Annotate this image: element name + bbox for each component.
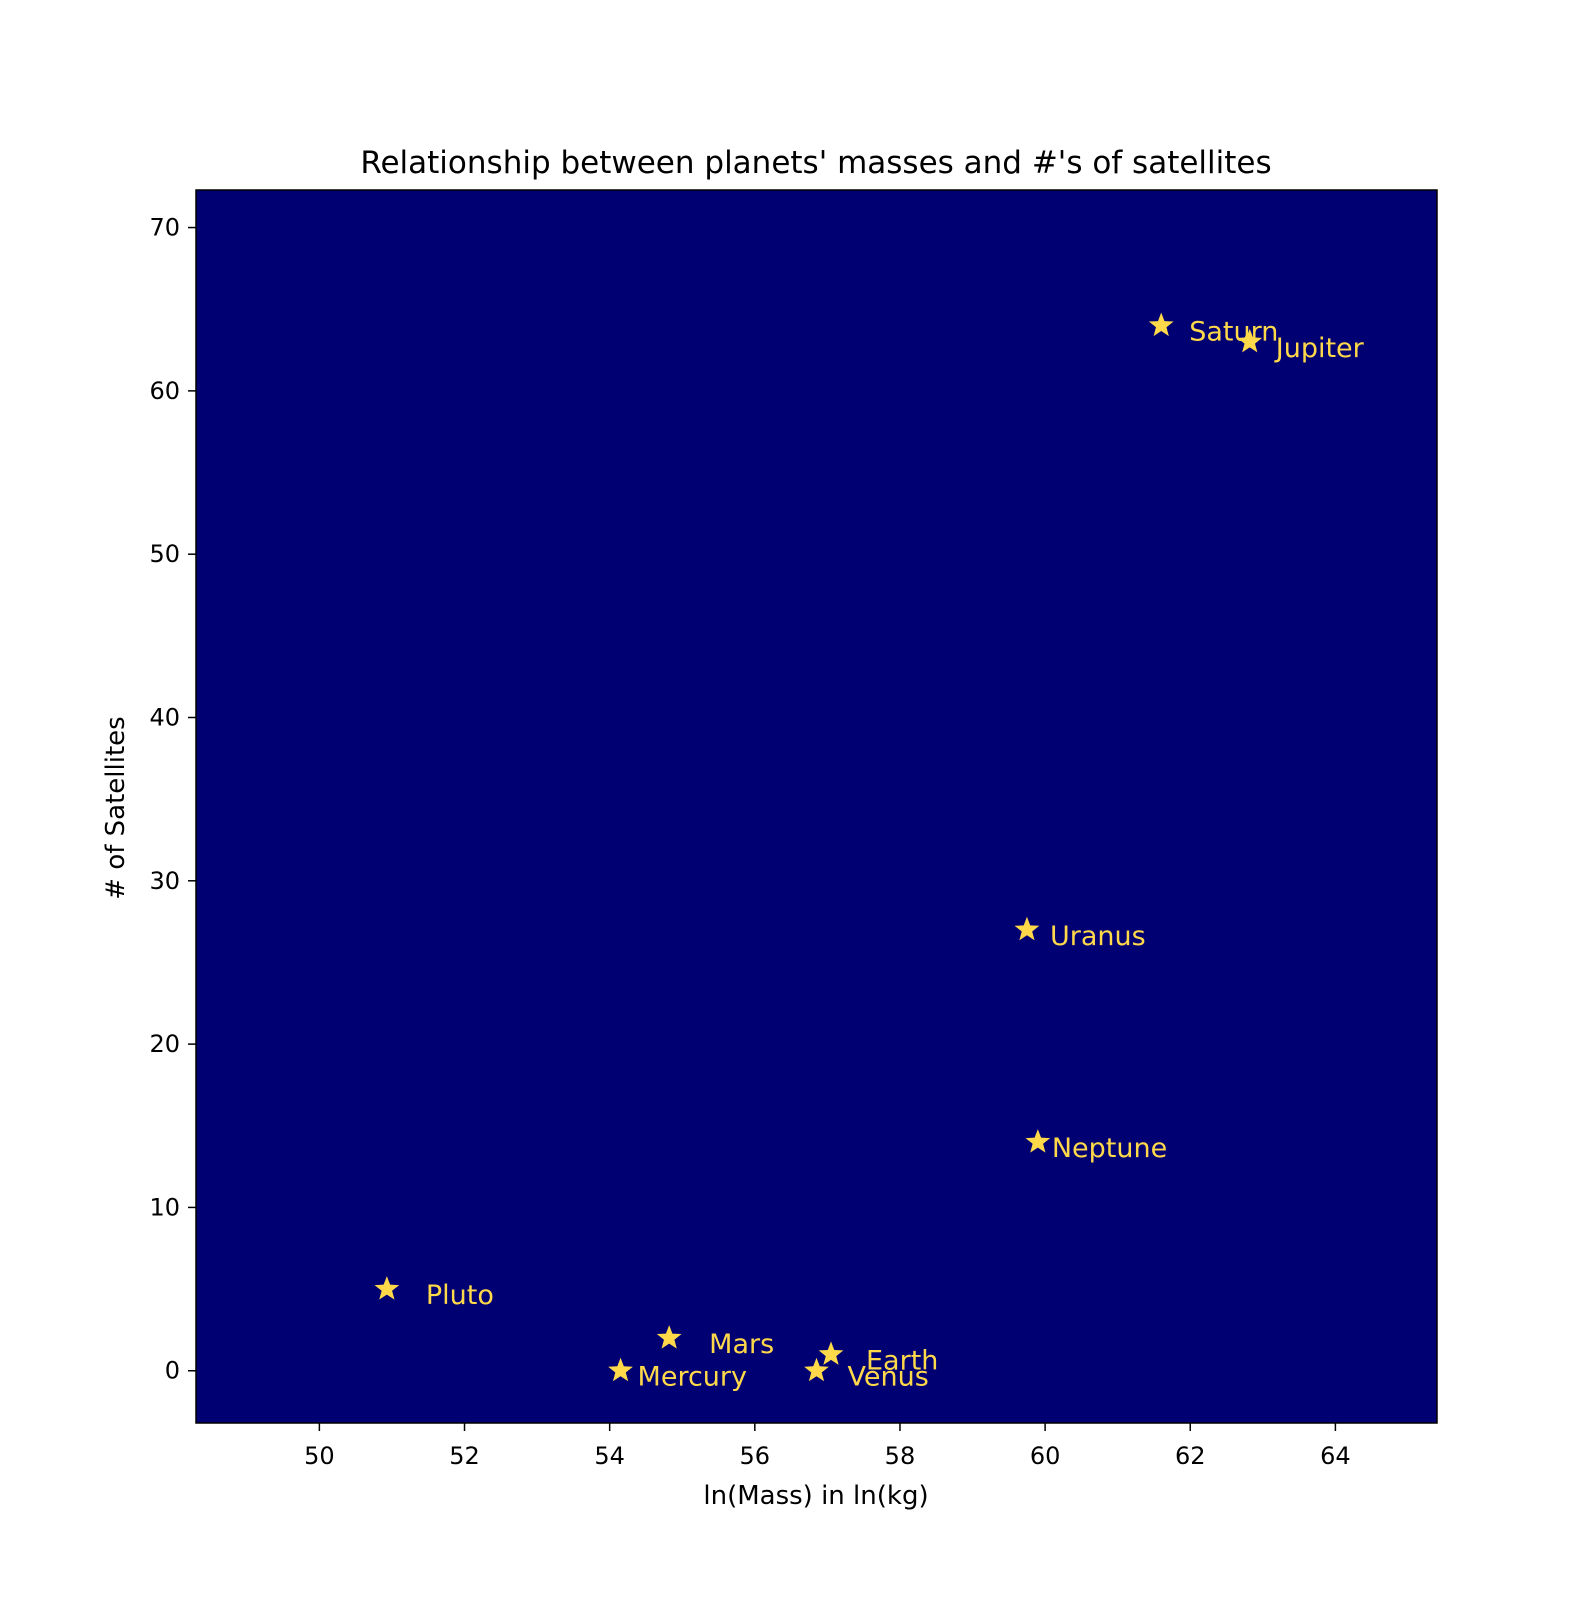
y-tick-label: 60 [149,377,180,405]
point-label: Neptune [1052,1133,1167,1164]
x-tick-label: 60 [1030,1442,1061,1470]
x-axis-label: ln(Mass) in ln(kg) [703,1481,928,1511]
point-label: Earth [866,1345,938,1376]
star-marker [1237,328,1263,353]
x-tick-label: 50 [304,1442,335,1470]
x-axis: 50 52 54 56 58 60 62 64 [304,1423,1351,1470]
y-tick-label: 50 [149,540,180,568]
point-label: Jupiter [1274,333,1365,364]
point-label: Mars [709,1329,774,1360]
y-tick-label: 10 [149,1193,180,1221]
point-label: Mercury [638,1362,747,1393]
y-axis-label: # of Satellites [101,716,131,899]
star-marker [374,1276,400,1300]
x-tick-label: 62 [1175,1442,1206,1470]
point-label: Venus [848,1362,929,1393]
point-label: Saturn [1189,317,1278,348]
y-tick-label: 20 [149,1030,180,1058]
y-tick-label: 70 [149,214,180,242]
star-marker [656,1325,682,1349]
star-marker [1025,1129,1051,1153]
star-marker [1014,916,1040,941]
x-tick-label: 58 [885,1442,916,1470]
star-marker [1148,312,1174,337]
star-marker [818,1341,844,1365]
star-marker [804,1357,829,1382]
point-label: Pluto [426,1280,494,1311]
point-label: Uranus [1050,921,1146,952]
star-marker [608,1357,633,1382]
y-tick-label: 0 [165,1357,180,1385]
x-tick-label: 52 [449,1442,480,1470]
plot-area [195,189,1438,1424]
x-tick-label: 64 [1320,1442,1351,1470]
chart-title: Relationship between planets' masses and… [360,145,1271,181]
y-tick-label: 30 [149,867,180,895]
y-tick-label: 40 [149,703,180,731]
x-tick-label: 56 [740,1442,771,1470]
y-axis: 0 10 20 30 40 50 60 70 [149,214,196,1385]
x-tick-label: 54 [594,1442,625,1470]
